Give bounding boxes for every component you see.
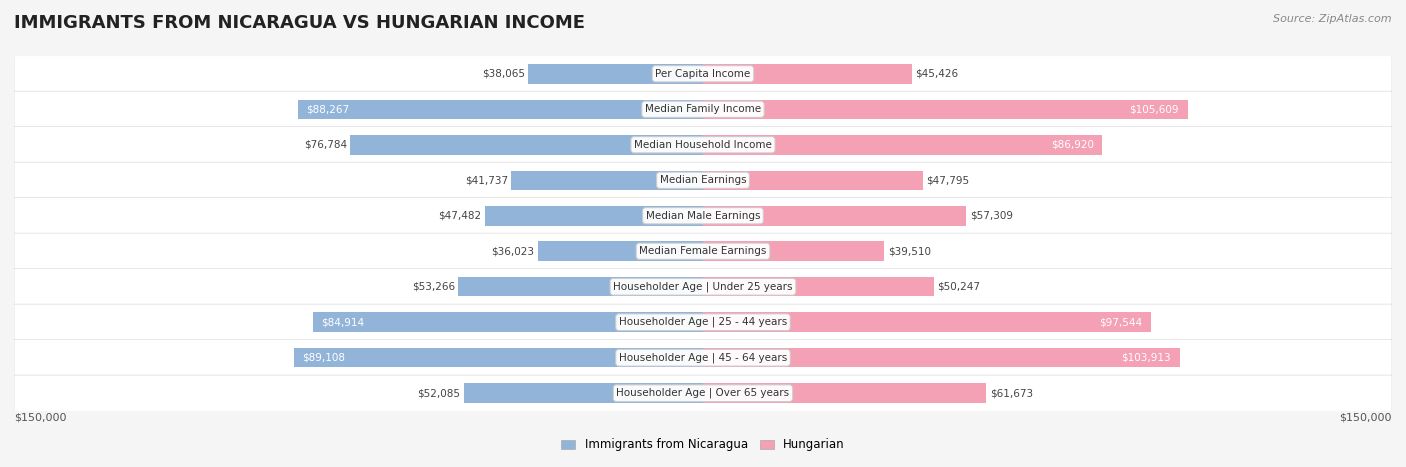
Text: Median Male Earnings: Median Male Earnings	[645, 211, 761, 221]
FancyBboxPatch shape	[14, 162, 1392, 198]
Text: Median Household Income: Median Household Income	[634, 140, 772, 150]
FancyBboxPatch shape	[14, 56, 1392, 92]
Bar	[703, 64, 911, 84]
Text: $52,085: $52,085	[418, 388, 460, 398]
FancyBboxPatch shape	[14, 375, 1392, 411]
Bar	[464, 383, 703, 403]
Bar	[350, 135, 703, 155]
Text: Median Female Earnings: Median Female Earnings	[640, 246, 766, 256]
Bar	[703, 170, 922, 190]
Text: $39,510: $39,510	[889, 246, 931, 256]
Text: $41,737: $41,737	[465, 175, 508, 185]
FancyBboxPatch shape	[14, 340, 1392, 376]
Bar	[703, 99, 1188, 119]
Bar	[298, 99, 703, 119]
Bar	[703, 312, 1152, 332]
Text: $89,108: $89,108	[302, 353, 344, 363]
Text: $61,673: $61,673	[990, 388, 1033, 398]
FancyBboxPatch shape	[14, 127, 1392, 163]
Bar	[703, 135, 1102, 155]
Text: $88,267: $88,267	[305, 104, 349, 114]
Legend: Immigrants from Nicaragua, Hungarian: Immigrants from Nicaragua, Hungarian	[561, 438, 845, 451]
Text: $150,000: $150,000	[14, 413, 66, 423]
Bar	[703, 383, 986, 403]
Bar	[703, 206, 966, 226]
Text: $84,914: $84,914	[321, 317, 364, 327]
FancyBboxPatch shape	[14, 304, 1392, 340]
Bar	[703, 348, 1180, 368]
Text: $45,426: $45,426	[915, 69, 959, 79]
Bar	[529, 64, 703, 84]
Text: $86,920: $86,920	[1052, 140, 1094, 150]
Text: Source: ZipAtlas.com: Source: ZipAtlas.com	[1274, 14, 1392, 24]
Text: $105,609: $105,609	[1129, 104, 1178, 114]
FancyBboxPatch shape	[14, 91, 1392, 127]
Bar	[294, 348, 703, 368]
Text: $47,795: $47,795	[927, 175, 969, 185]
Bar	[512, 170, 703, 190]
FancyBboxPatch shape	[14, 233, 1392, 269]
Bar	[485, 206, 703, 226]
Bar	[703, 277, 934, 297]
Text: $36,023: $36,023	[491, 246, 534, 256]
Text: $97,544: $97,544	[1099, 317, 1142, 327]
Text: Householder Age | 25 - 44 years: Householder Age | 25 - 44 years	[619, 317, 787, 327]
Text: $50,247: $50,247	[938, 282, 980, 292]
Text: $103,913: $103,913	[1121, 353, 1171, 363]
Bar	[458, 277, 703, 297]
Text: $76,784: $76,784	[304, 140, 347, 150]
Text: $57,309: $57,309	[970, 211, 1012, 221]
Text: Per Capita Income: Per Capita Income	[655, 69, 751, 79]
FancyBboxPatch shape	[14, 198, 1392, 234]
Bar	[314, 312, 703, 332]
Text: Median Earnings: Median Earnings	[659, 175, 747, 185]
Bar	[703, 241, 884, 261]
Text: $38,065: $38,065	[482, 69, 524, 79]
Text: $150,000: $150,000	[1340, 413, 1392, 423]
Text: $53,266: $53,266	[412, 282, 456, 292]
Text: Householder Age | 45 - 64 years: Householder Age | 45 - 64 years	[619, 353, 787, 363]
Text: Householder Age | Under 25 years: Householder Age | Under 25 years	[613, 282, 793, 292]
Text: Median Family Income: Median Family Income	[645, 104, 761, 114]
Text: Householder Age | Over 65 years: Householder Age | Over 65 years	[616, 388, 790, 398]
Bar	[537, 241, 703, 261]
FancyBboxPatch shape	[14, 269, 1392, 305]
Text: $47,482: $47,482	[439, 211, 481, 221]
Text: IMMIGRANTS FROM NICARAGUA VS HUNGARIAN INCOME: IMMIGRANTS FROM NICARAGUA VS HUNGARIAN I…	[14, 14, 585, 32]
